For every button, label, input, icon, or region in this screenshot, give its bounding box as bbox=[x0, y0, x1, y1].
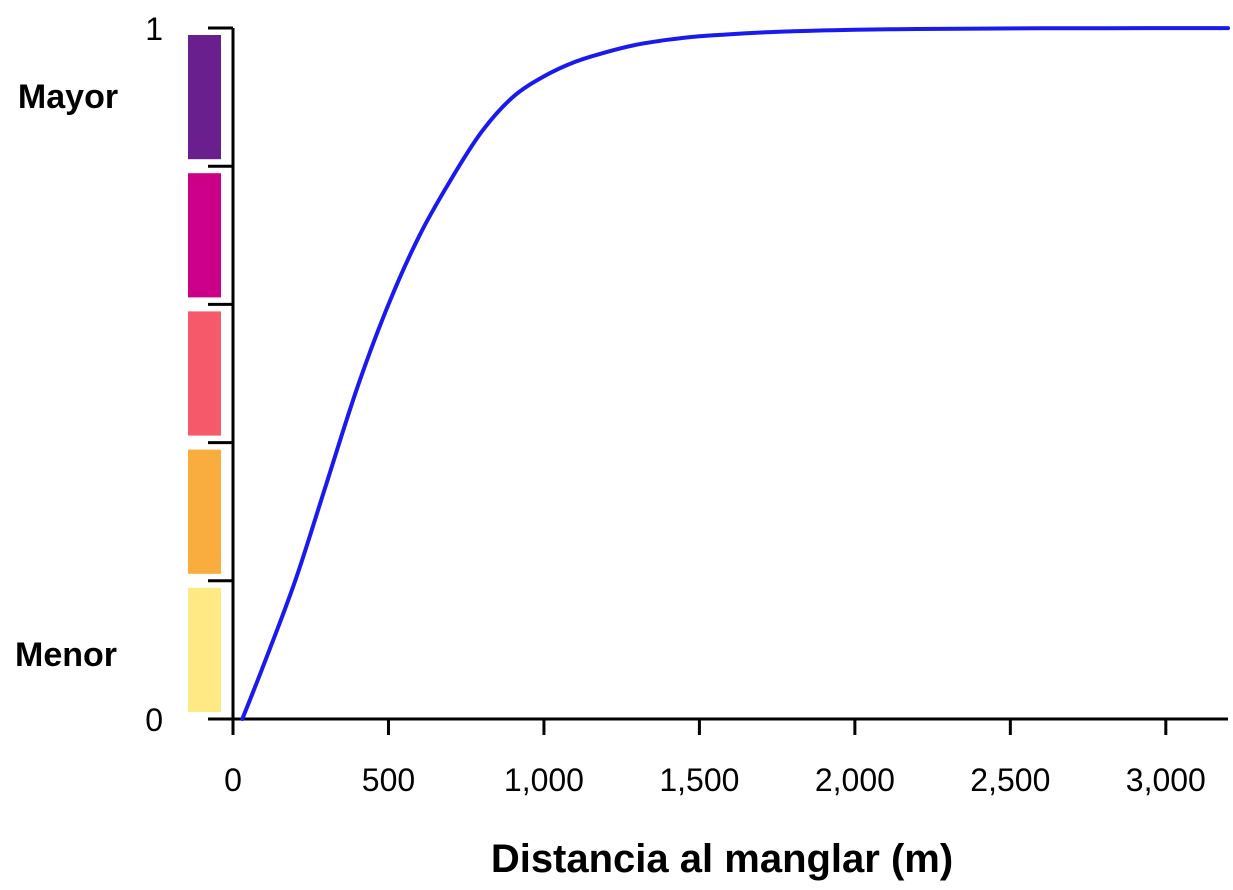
x-tick-label: 2,500 bbox=[970, 762, 1050, 798]
x-tick-label: 1,000 bbox=[504, 762, 584, 798]
x-tick-label: 500 bbox=[362, 762, 415, 798]
series-group bbox=[240, 26, 1230, 721]
axes bbox=[208, 28, 1228, 733]
y-tick-label: 0 bbox=[145, 702, 163, 738]
x-ticks: 0 500 1,000 1,500 2,000 2,500 3,000 bbox=[224, 719, 1206, 798]
color-scale-bar bbox=[188, 35, 221, 712]
color-scale-segment bbox=[188, 311, 221, 436]
color-scale-segment bbox=[188, 35, 221, 160]
x-tick-label: 2,000 bbox=[815, 762, 895, 798]
y-tick-label: 1 bbox=[145, 11, 163, 47]
scale-low-label: Menor bbox=[15, 636, 117, 674]
color-scale-segment bbox=[188, 173, 221, 298]
y-ticks: 01 bbox=[145, 11, 233, 738]
color-scale-segment bbox=[188, 449, 221, 574]
x-axis-label: Distancia al manglar (m) bbox=[491, 837, 953, 881]
scale-high-label: Mayor bbox=[18, 78, 118, 116]
x-tick-label: 3,000 bbox=[1126, 762, 1206, 798]
series-line bbox=[240, 26, 1230, 721]
x-tick-label: 0 bbox=[224, 762, 242, 798]
color-scale-segment bbox=[188, 587, 221, 712]
x-tick-label: 1,500 bbox=[659, 762, 739, 798]
